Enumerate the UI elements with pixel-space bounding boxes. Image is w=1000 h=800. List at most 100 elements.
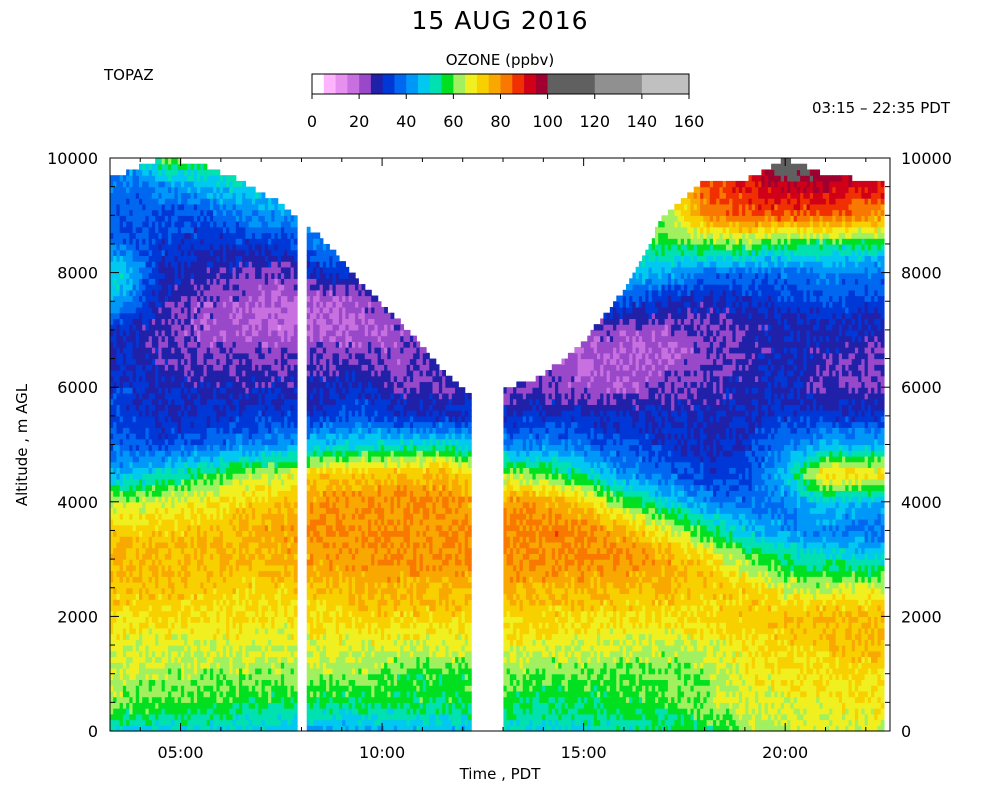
ozone-cell bbox=[116, 582, 121, 589]
ozone-cell bbox=[261, 192, 266, 199]
ozone-cell bbox=[110, 599, 114, 606]
ozone-cell bbox=[116, 289, 121, 297]
ozone-cell bbox=[119, 370, 124, 377]
ozone-cell bbox=[119, 347, 124, 354]
ozone-cell bbox=[110, 690, 114, 698]
ozone-cell bbox=[113, 450, 118, 457]
ozone-cell bbox=[113, 645, 118, 652]
ozone-cell bbox=[119, 364, 124, 371]
colorbar-bin bbox=[500, 74, 513, 94]
ozone-cell bbox=[116, 455, 121, 463]
ozone-cell bbox=[116, 398, 121, 405]
ozone-cell bbox=[110, 261, 114, 268]
ozone-cell bbox=[110, 392, 114, 400]
ozone-cell bbox=[113, 358, 118, 365]
colorbar-tick-label: 0 bbox=[307, 112, 317, 131]
ozone-cell bbox=[110, 226, 114, 234]
ozone-cell bbox=[116, 622, 121, 629]
ozone-cell bbox=[113, 392, 118, 400]
ozone-cell bbox=[119, 398, 124, 405]
ozone-cell bbox=[119, 324, 124, 331]
ozone-cell bbox=[119, 513, 124, 520]
ozone-cell bbox=[113, 306, 118, 314]
ozone-cell bbox=[119, 570, 124, 577]
ozone-cell bbox=[110, 358, 114, 365]
ozone-cell bbox=[110, 352, 114, 360]
ozone-cell bbox=[119, 381, 124, 388]
colorbar-bin bbox=[512, 74, 525, 94]
ozone-cell bbox=[116, 685, 121, 692]
colorbar-tick-label: 20 bbox=[349, 112, 369, 131]
ozone-cell bbox=[113, 335, 118, 342]
ozone-cell bbox=[119, 352, 124, 360]
ozone-cell bbox=[110, 530, 114, 537]
ozone-cell bbox=[119, 455, 124, 463]
ozone-cell bbox=[113, 507, 118, 514]
ozone-cell bbox=[119, 679, 124, 686]
ozone-cell bbox=[116, 370, 121, 377]
colorbar-tick-label: 80 bbox=[490, 112, 510, 131]
colorbar-bin bbox=[594, 74, 643, 94]
ozone-cell bbox=[110, 461, 114, 469]
ozone-cell bbox=[116, 702, 121, 709]
colorbar-tick-label: 40 bbox=[396, 112, 416, 131]
ozone-cell bbox=[113, 553, 118, 560]
ozone-cell bbox=[113, 341, 118, 348]
ozone-cell bbox=[110, 398, 114, 405]
ozone-cell bbox=[113, 685, 118, 692]
ozone-cell bbox=[113, 513, 118, 520]
ozone-cell bbox=[113, 518, 118, 526]
ozone-cell bbox=[116, 238, 121, 245]
ozone-cell bbox=[119, 375, 124, 383]
ozone-cell bbox=[116, 364, 121, 371]
ozone-cell bbox=[116, 203, 121, 211]
ozone-cell bbox=[113, 347, 118, 354]
colorbar-bin bbox=[406, 74, 419, 94]
ozone-cell bbox=[116, 312, 121, 320]
ozone-cell bbox=[116, 175, 121, 182]
ozone-cell bbox=[119, 312, 124, 320]
ozone-cell bbox=[110, 627, 114, 635]
ozone-cell bbox=[119, 690, 124, 698]
ozone-cell bbox=[119, 387, 124, 394]
ozone-cell bbox=[110, 667, 114, 675]
colorbar-tick-label: 140 bbox=[627, 112, 658, 131]
ozone-cell bbox=[119, 433, 124, 440]
ozone-cell bbox=[110, 610, 114, 617]
ozone-cell bbox=[116, 387, 121, 394]
ozone-cell bbox=[119, 478, 124, 486]
ozone-cell bbox=[116, 415, 121, 423]
ozone-cell bbox=[113, 650, 118, 658]
ozone-cell bbox=[113, 238, 118, 245]
ozone-cell bbox=[113, 524, 118, 532]
ozone-cell bbox=[113, 249, 118, 257]
ozone-cell bbox=[116, 335, 121, 342]
ozone-cell bbox=[119, 496, 124, 503]
ozone-cell bbox=[110, 639, 114, 646]
ozone-cell bbox=[113, 667, 118, 675]
ozone-cell bbox=[110, 518, 114, 526]
ozone-cell bbox=[113, 604, 118, 612]
ozone-cell bbox=[110, 650, 114, 658]
ozone-cell bbox=[110, 478, 114, 486]
ozone-cell bbox=[116, 192, 121, 199]
ozone-cell bbox=[116, 186, 121, 193]
ozone-cell bbox=[110, 593, 114, 600]
ozone-cell bbox=[119, 444, 124, 451]
ozone-cell bbox=[110, 662, 114, 669]
ozone-cell bbox=[116, 690, 121, 698]
ozone-cell bbox=[113, 461, 118, 469]
ozone-cell bbox=[119, 587, 124, 595]
ozone-cell bbox=[110, 404, 114, 411]
ozone-cell bbox=[110, 186, 114, 193]
ozone-cell bbox=[116, 375, 121, 383]
ozone-cell bbox=[116, 530, 121, 537]
ozone-cell bbox=[113, 186, 118, 193]
ozone-cell bbox=[113, 398, 118, 405]
ozone-cell bbox=[110, 719, 114, 726]
ozone-cell bbox=[110, 410, 114, 417]
ozone-cell bbox=[113, 215, 118, 222]
ozone-cell bbox=[116, 490, 121, 497]
ozone-cell bbox=[116, 667, 121, 675]
